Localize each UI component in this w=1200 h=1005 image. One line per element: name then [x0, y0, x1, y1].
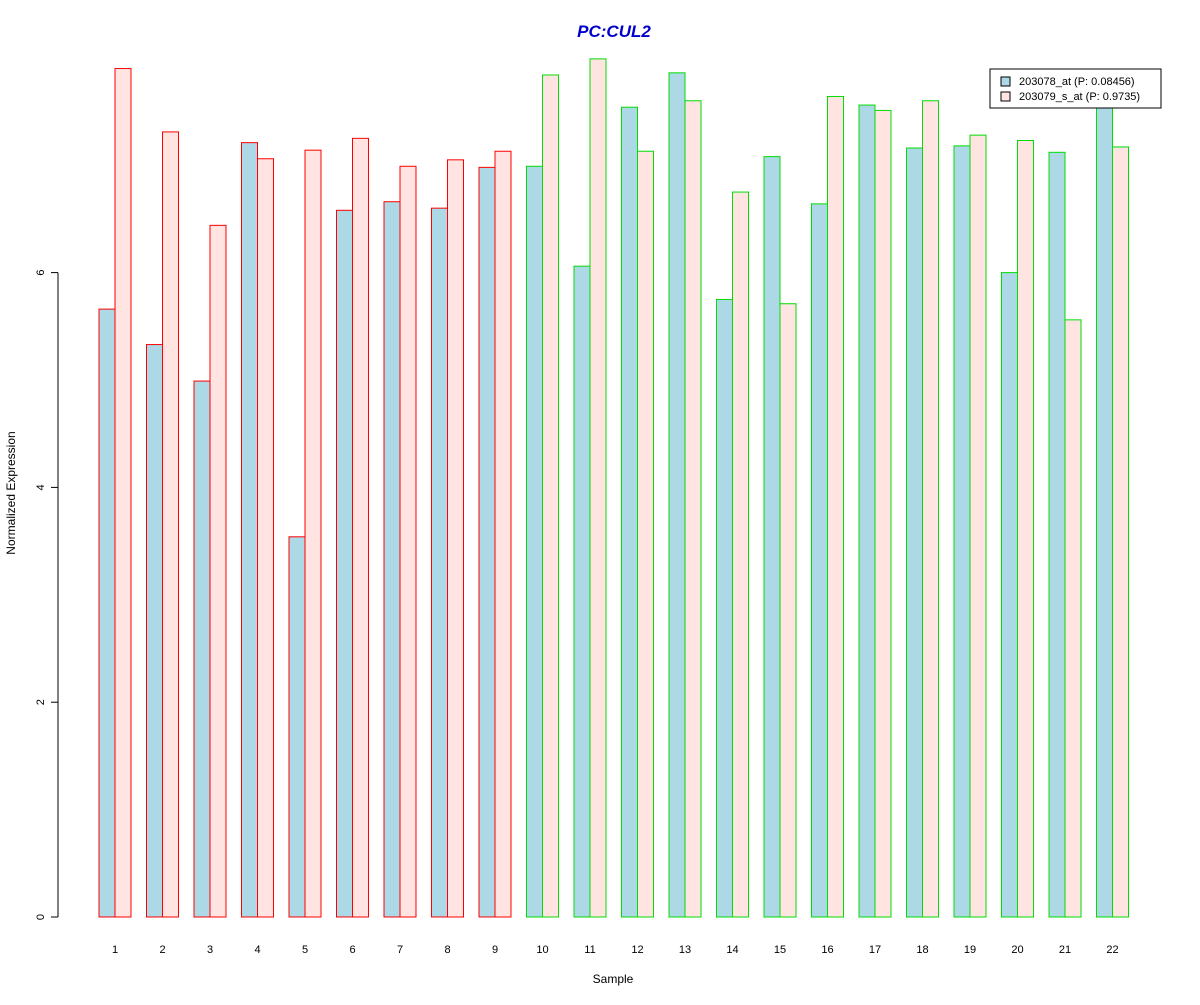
- bar-sample-11-series-1: [573, 265, 591, 918]
- x-tick-label: 11: [584, 944, 595, 956]
- bar-sample-5-series-2: [304, 149, 322, 918]
- x-tick-label: 21: [1059, 944, 1071, 956]
- bar-sample-22-series-2: [1112, 146, 1129, 918]
- bar-sample-10-series-2: [542, 74, 559, 918]
- y-tick-label: 0: [35, 914, 47, 920]
- legend-label-2: 203079_s_at (P: 0.9735): [1019, 91, 1140, 103]
- bar-sample-17-series-2: [874, 109, 892, 918]
- x-tick-label: 4: [254, 944, 260, 956]
- y-axis: 0 2 4 6: [35, 270, 59, 920]
- chart-title: PC:CUL2: [577, 22, 651, 41]
- x-tick-label: 16: [821, 944, 833, 956]
- bar-sample-20-series-1: [1001, 272, 1018, 918]
- bar-sample-20-series-2: [1017, 139, 1034, 918]
- bar-sample-6-series-2: [352, 137, 369, 918]
- x-tick-label: 17: [869, 944, 881, 956]
- legend-label-1: 203078_at (P: 0.08456): [1019, 76, 1135, 88]
- bar-sample-2-series-1: [146, 344, 163, 918]
- legend: 203078_at (P: 0.08456) 203079_s_at (P: 0.…: [989, 68, 1162, 109]
- x-tick-label: 19: [964, 944, 976, 956]
- x-tick-label: 18: [916, 944, 928, 956]
- bar-sample-5-series-1: [288, 536, 306, 918]
- x-tick-labels: 1 2 3 4 5 6 7 8 9 10 11 12 13 14 15 16 17 18 19 20 21 22: [112, 944, 1119, 956]
- bars-layer: [98, 58, 1129, 918]
- bar-sample-4-series-2: [257, 158, 274, 918]
- x-tick-label: 14: [726, 944, 738, 956]
- bar-sample-11-series-2: [589, 58, 607, 918]
- bar-sample-15-series-2: [779, 303, 797, 918]
- x-tick-label: 13: [679, 944, 691, 956]
- bar-sample-1-series-1: [98, 308, 116, 918]
- bar-sample-13-series-2: [684, 100, 702, 918]
- x-tick-label: 22: [1106, 944, 1118, 956]
- bar-sample-19-series-2: [969, 134, 987, 918]
- bar-sample-19-series-1: [953, 145, 971, 918]
- x-tick-label: 3: [207, 944, 213, 956]
- bar-sample-1-series-2: [114, 68, 132, 918]
- bar-sample-8-series-2: [447, 159, 464, 918]
- x-axis-label: Sample: [593, 972, 634, 986]
- bar-sample-12-series-1: [621, 106, 638, 918]
- x-tick-label: 20: [1011, 944, 1023, 956]
- y-tick-label: 2: [35, 699, 47, 705]
- bar-sample-21-series-1: [1048, 151, 1066, 918]
- bar-sample-7-series-1: [383, 201, 401, 918]
- bar-sample-3-series-1: [193, 380, 211, 918]
- bar-sample-14-series-1: [716, 298, 733, 918]
- y-tick-label: 4: [35, 484, 47, 490]
- bar-sample-10-series-1: [526, 165, 543, 918]
- bar-sample-2-series-2: [162, 131, 179, 918]
- bar-sample-18-series-2: [922, 100, 939, 918]
- x-tick-label: 12: [631, 944, 643, 956]
- bar-sample-17-series-1: [858, 104, 876, 918]
- x-tick-label: 9: [492, 944, 498, 956]
- x-tick-label: 5: [302, 944, 308, 956]
- bar-sample-15-series-1: [763, 156, 781, 918]
- x-tick-label: 1: [112, 944, 118, 956]
- bar-sample-7-series-2: [399, 165, 417, 918]
- bar-sample-16-series-1: [811, 203, 828, 918]
- bar-sample-8-series-1: [431, 207, 448, 918]
- bar-sample-6-series-1: [336, 209, 353, 918]
- bar-sample-3-series-2: [209, 224, 227, 918]
- bar-sample-22-series-1: [1096, 100, 1113, 918]
- bar-sample-4-series-1: [241, 142, 258, 918]
- bar-sample-9-series-2: [494, 150, 512, 918]
- bar-sample-14-series-2: [732, 191, 749, 918]
- legend-swatch-1: [1000, 76, 1011, 87]
- bar-sample-13-series-1: [668, 72, 686, 918]
- y-tick-label: 6: [35, 270, 47, 276]
- x-tick-label: 15: [774, 944, 786, 956]
- bar-sample-12-series-2: [637, 150, 654, 918]
- x-tick-label: 8: [444, 944, 450, 956]
- legend-box: [989, 68, 1162, 109]
- bar-sample-21-series-2: [1064, 319, 1082, 918]
- bar-sample-18-series-1: [906, 147, 923, 918]
- x-tick-label: 2: [159, 944, 165, 956]
- bar-sample-16-series-2: [827, 95, 844, 918]
- x-tick-label: 10: [536, 944, 548, 956]
- y-axis-label: Normalized Expression: [4, 431, 18, 554]
- x-tick-label: 6: [349, 944, 355, 956]
- legend-swatch-2: [1000, 91, 1011, 102]
- x-tick-label: 7: [397, 944, 403, 956]
- bar-sample-9-series-1: [478, 166, 496, 918]
